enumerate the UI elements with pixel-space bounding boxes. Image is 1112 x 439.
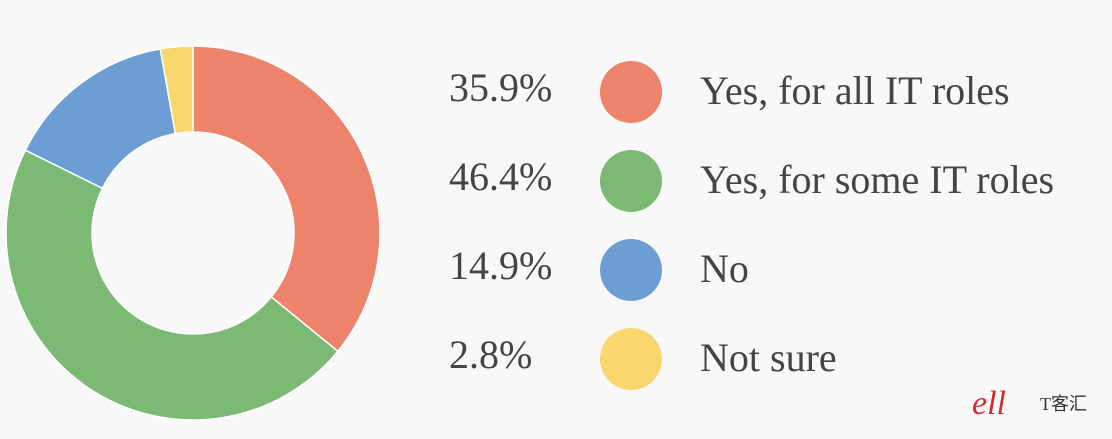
watermark: T客汇: [1040, 394, 1087, 414]
legend-label: No: [700, 246, 749, 291]
value-label: 2.8%: [449, 332, 532, 377]
donut-slice: [192, 45, 381, 353]
legend-swatch: [600, 61, 662, 123]
legend-swatch: [600, 150, 662, 212]
watermark-logo: ell: [972, 385, 1006, 422]
value-label: 35.9%: [449, 65, 552, 110]
legend-label: Yes, for some IT roles: [700, 157, 1054, 202]
donut-slice: [159, 45, 194, 135]
donut-slice: [5, 149, 339, 421]
legend-swatch: [600, 239, 662, 301]
value-label: 14.9%: [449, 243, 552, 288]
legend-label: Yes, for all IT roles: [700, 68, 1010, 113]
legend-swatch: [600, 328, 662, 390]
legend-label: Not sure: [700, 335, 837, 380]
value-label: 46.4%: [449, 154, 552, 199]
